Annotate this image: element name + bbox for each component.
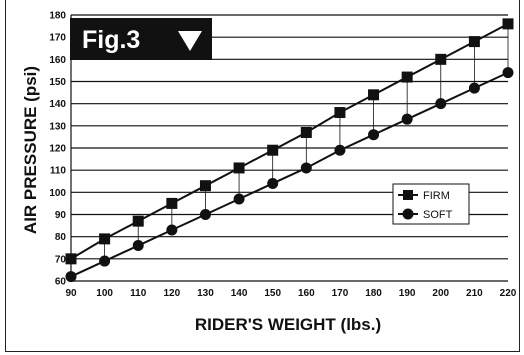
data-point-soft	[99, 255, 111, 267]
data-point-firm	[435, 53, 447, 65]
x-axis-title: RIDER'S WEIGHT (lbs.)	[195, 315, 381, 334]
data-point-soft	[401, 113, 413, 125]
figure-frame	[5, 0, 520, 352]
data-point-firm	[468, 36, 480, 48]
data-point-soft	[435, 98, 447, 110]
y-axis-title: AIR PRESSURE (psi)	[21, 66, 40, 234]
x-tick-label: 190	[399, 288, 416, 299]
x-tick-label: 150	[264, 288, 281, 299]
data-point-soft	[233, 193, 245, 205]
x-tick-label: 90	[65, 288, 77, 299]
x-tick-label: 160	[298, 288, 315, 299]
data-point-firm	[233, 162, 245, 174]
legend-soft-marker	[402, 208, 414, 220]
x-tick-label: 200	[432, 288, 449, 299]
x-tick-label: 180	[365, 288, 382, 299]
series-line-firm	[70, 22, 509, 260]
data-point-soft	[132, 240, 144, 252]
data-point-firm	[267, 144, 279, 156]
y-tick-label: 160	[49, 55, 66, 66]
series-line-soft	[70, 71, 509, 278]
data-point-soft	[334, 144, 346, 156]
y-tick-label: 90	[55, 210, 67, 221]
data-point-soft	[65, 271, 77, 283]
data-point-firm	[401, 71, 413, 83]
y-tick-labels: 60 70 80 90 100 110 120 130 140 150 160 170 180	[49, 11, 66, 288]
y-tick-label: 110	[50, 166, 67, 177]
series-connectors	[70, 23, 509, 277]
figure-label-text: Fig.3	[82, 26, 140, 54]
data-point-soft	[166, 224, 178, 236]
data-point-firm	[502, 18, 514, 30]
series-markers	[65, 18, 514, 283]
x-tick-label: 110	[130, 288, 147, 299]
y-tick-label: 100	[49, 188, 66, 199]
y-tick-label: 120	[49, 144, 66, 155]
legend: FIRM SOFT	[392, 183, 470, 225]
y-tick-label: 180	[49, 11, 66, 22]
data-point-firm	[99, 233, 111, 245]
x-tick-label: 140	[231, 288, 248, 299]
y-tick-label: 60	[55, 277, 67, 288]
data-point-soft	[468, 82, 480, 94]
y-tick-label: 150	[49, 77, 66, 88]
legend-firm-label: FIRM	[423, 190, 450, 202]
y-tick-label: 70	[55, 254, 67, 265]
data-point-soft	[300, 162, 312, 174]
data-point-firm	[199, 180, 211, 192]
x-tick-label: 210	[466, 288, 483, 299]
data-point-soft	[199, 209, 211, 220]
x-tick-labels: 90 100 110 120 130 140 150 160 170 180 190 200 210 22…	[65, 288, 516, 299]
x-tick-label: 220	[500, 288, 517, 299]
triangle-down-icon	[178, 31, 202, 51]
data-point-firm	[166, 197, 178, 209]
x-tick-label: 120	[164, 288, 181, 299]
y-tick-label: 170	[49, 33, 66, 44]
data-point-firm	[300, 126, 312, 138]
data-point-soft	[267, 177, 279, 189]
x-tick-label: 100	[96, 288, 113, 299]
data-point-soft	[368, 129, 380, 141]
data-point-firm	[334, 107, 346, 119]
series-lines	[70, 22, 509, 278]
y-tick-label: 140	[49, 99, 66, 110]
x-tick-label: 130	[197, 288, 214, 299]
y-tick-label: 80	[55, 232, 67, 243]
legend-soft-label: SOFT	[423, 209, 453, 221]
data-point-firm	[132, 215, 144, 227]
data-point-soft	[502, 67, 514, 79]
data-point-firm	[65, 253, 77, 265]
legend-firm-marker	[403, 190, 413, 200]
y-tick-label: 130	[49, 121, 66, 132]
figure-label: Fig.3	[70, 18, 212, 60]
data-point-firm	[368, 89, 380, 101]
x-tick-label: 170	[332, 288, 349, 299]
